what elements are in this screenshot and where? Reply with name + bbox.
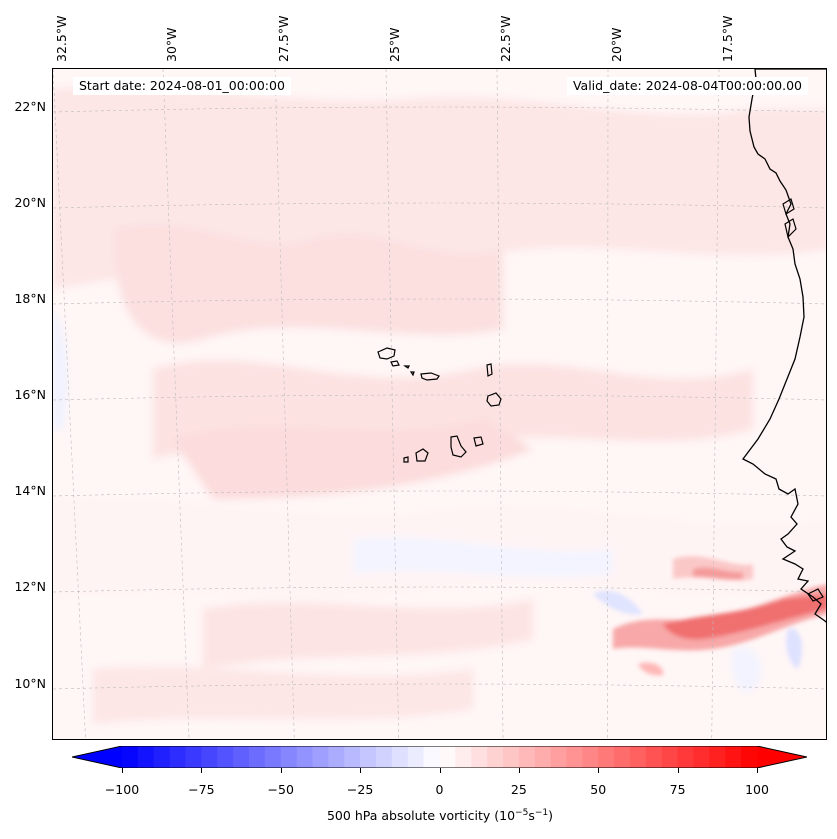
colorbar-bin (296, 746, 313, 768)
colorbar-tick-label: 50 (590, 782, 607, 797)
latitude-label: 16°N (14, 387, 46, 402)
colorbar-bin (677, 746, 694, 768)
colorbar-tick-mark (280, 768, 282, 773)
colorbar-tick-mark (201, 768, 203, 773)
latitude-label: 18°N (14, 291, 46, 306)
longitude-label: 32.5°W (54, 15, 69, 62)
colorbar-tick-label: 25 (510, 782, 527, 797)
colorbar-bin (661, 746, 679, 768)
colorbar-bin (153, 746, 171, 768)
colorbar-bin (693, 746, 710, 768)
meridian-line (53, 69, 86, 739)
vorticity-map (53, 69, 826, 739)
parallel-line (53, 394, 826, 401)
parallel-line (53, 683, 826, 690)
colorbar-bin (233, 746, 250, 768)
colorbar-bin (185, 746, 202, 768)
map-panel (52, 68, 827, 740)
colorbar-tick-mark (360, 768, 362, 773)
colorbar-tick-mark (439, 768, 441, 773)
meridian-line (496, 69, 504, 739)
vorticity-max-band (593, 556, 826, 676)
parallel-line (53, 586, 826, 593)
latitude-label: 10°N (14, 676, 46, 691)
valid-date-label: Valid_date: 2024-08-04T00:00:00.00 (566, 77, 808, 95)
latitude-label: 20°N (14, 195, 46, 210)
colorbar-tick-mark (757, 768, 758, 773)
start-date-label: Start date: 2024-08-01_00:00:00 (73, 77, 291, 95)
meridian-line (607, 69, 609, 739)
colorbar-tick-mark (598, 768, 600, 773)
colorbar-tick-label: 75 (669, 782, 686, 797)
latitude-label: 12°N (14, 579, 46, 594)
colorbar-bin (582, 746, 599, 768)
colorbar-label: 500 hPa absolute vorticity (10−5s−1) (326, 808, 553, 824)
colorbar-bin (201, 746, 218, 768)
longitude-label: 25°W (387, 27, 402, 62)
colorbar-bin (376, 746, 393, 768)
colorbar-bin (249, 746, 266, 768)
meridian-line (711, 69, 720, 739)
colorbar-bin (630, 746, 647, 768)
colorbar-tick-label: −25 (346, 782, 374, 797)
colorbar-bin (391, 746, 409, 768)
meridian-line (274, 69, 295, 739)
longitude-label: 30°W (164, 27, 179, 62)
longitude-label: 27.5°W (276, 15, 291, 62)
colorbar-tick-mark (518, 768, 520, 773)
graticule (53, 69, 826, 739)
colorbar-bin (503, 746, 520, 768)
colorbar-bin (328, 746, 345, 768)
colorbar-bin (217, 746, 234, 768)
colorbar-bin (360, 746, 377, 768)
colorbar-bin (614, 746, 631, 768)
colorbar-tick-label: −50 (267, 782, 294, 797)
longitude-label: 22.5°W (498, 15, 513, 62)
colorbar-bin (598, 746, 615, 768)
colorbar-bin (518, 746, 536, 768)
colorbar-tick-mark (122, 768, 123, 773)
colorbar-bin (344, 746, 361, 768)
colorbar-bin (709, 746, 726, 768)
colorbar-bin (122, 746, 139, 768)
colorbar-bin (312, 746, 329, 768)
colorbar-bin (487, 746, 504, 768)
meridian-line (385, 69, 399, 739)
colorbar-tick-label: −100 (104, 782, 140, 797)
meridian-line (162, 69, 190, 739)
longitude-label: 17.5°W (720, 15, 735, 62)
colorbar-tick-label: 100 (745, 782, 769, 797)
colorbar-bin (423, 746, 440, 768)
colorbar-bin (169, 746, 186, 768)
colorbar-bin (471, 746, 488, 768)
colorbar-tick-label: 0 (435, 782, 444, 797)
colorbar-bin (534, 746, 552, 768)
colorbar-bin (550, 746, 567, 768)
colorbar (72, 746, 807, 768)
longitude-label: 20°W (609, 27, 624, 62)
parallel-line (53, 490, 826, 497)
cape-verde-islands (377, 347, 502, 463)
colorbar-bin (741, 746, 758, 768)
parallel-line (53, 298, 826, 305)
colorbar-bin (566, 746, 583, 768)
colorbar-bin (407, 746, 425, 768)
colorbar-extend-min (72, 746, 122, 768)
colorbar-tick-label: −75 (188, 782, 215, 797)
parallel-line (53, 202, 826, 209)
colorbar-bin (455, 746, 472, 768)
latitude-label: 22°N (14, 99, 46, 114)
colorbar-bin (264, 746, 282, 768)
latitude-label: 14°N (14, 483, 46, 498)
colorbar-bin (645, 746, 663, 768)
colorbar-tick-mark (677, 768, 679, 773)
colorbar-bin (280, 746, 298, 768)
parallel-line (53, 106, 826, 113)
colorbar-extend-max (757, 746, 807, 768)
vorticity-field (53, 86, 826, 724)
colorbar-bin (439, 746, 456, 768)
colorbar-bin (725, 746, 742, 768)
colorbar-bin (137, 746, 155, 768)
coastline (742, 69, 826, 623)
